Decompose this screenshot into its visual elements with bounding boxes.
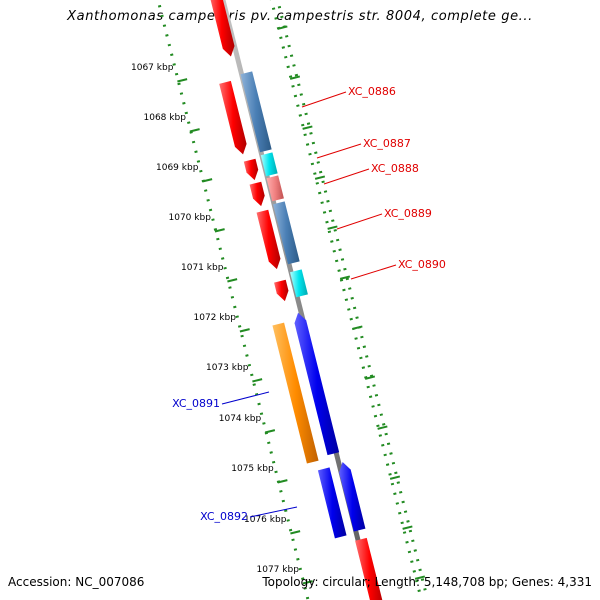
tick-label: 1069 kbp: [156, 163, 199, 173]
gene-label-xc-0887[interactable]: XC_0887: [363, 137, 411, 150]
feature-red[interactable]: [249, 181, 265, 207]
feature-xc-0888[interactable]: [266, 175, 284, 202]
tick-mark: [290, 530, 301, 535]
label-leader-line: [323, 168, 370, 185]
gene-labels: XC_0886 XC_0887 XC_0888 XC_0889 XC_0890 XC_08…: [172, 85, 446, 523]
feature-red[interactable]: [256, 209, 281, 270]
feature-red[interactable]: [274, 279, 289, 302]
feature-red[interactable]: [243, 158, 259, 181]
label-leader-line: [249, 506, 298, 518]
gene-label-xc-0892[interactable]: XC_0892: [200, 510, 248, 523]
tick-label: 1070 kbp: [169, 213, 212, 223]
accession-label: Accession: NC_007086: [8, 575, 145, 589]
outer-tick-mark: [414, 575, 426, 580]
feature-red[interactable]: [219, 80, 247, 155]
tick-mark: [177, 78, 188, 83]
feature-xc-0891[interactable]: [272, 322, 319, 464]
tick-mark: [252, 378, 263, 383]
tick-label: 1074 kbp: [219, 414, 262, 424]
outer-tick-mark: [302, 125, 313, 130]
feature-red[interactable]: [355, 537, 384, 600]
outer-tick-mark: [377, 425, 388, 430]
gene-label-xc-0891[interactable]: XC_0891: [172, 397, 220, 410]
gene-label-xc-0889[interactable]: XC_0889: [384, 207, 432, 220]
tick-mark: [227, 278, 238, 283]
kbp-ticks: 1067 kbp 1068 kbp 1069 kbp 1070 kbp 1071 kbp…: [131, 25, 426, 585]
label-leader-line: [221, 391, 270, 405]
feature-xc-0887[interactable]: [260, 152, 278, 177]
tick-mark: [277, 479, 288, 484]
tick-mark: [189, 128, 200, 133]
gene-label-xc-0888[interactable]: XC_0888: [371, 162, 419, 175]
feature-xc-0886[interactable]: [240, 71, 272, 153]
genome-summary: Topology: circular; Length: 5,148,708 bp…: [262, 575, 592, 589]
label-leader-line: [316, 143, 362, 159]
label-leader-line: [301, 91, 347, 108]
outer-tick-mark: [389, 475, 401, 480]
tick-label: 1075 kbp: [231, 464, 274, 474]
tick-mark: [239, 328, 250, 333]
outer-tick-mark: [352, 325, 363, 330]
tick-label: 1067 kbp: [131, 63, 174, 73]
feature-red[interactable]: [209, 0, 235, 57]
outer-tick-mark: [314, 175, 326, 180]
gene-label-xc-0886[interactable]: XC_0886: [348, 85, 396, 98]
tick-mark: [202, 178, 213, 183]
map-title: Xanthomonas campestris pv. campestris st…: [67, 9, 533, 24]
tick-mark: [214, 228, 225, 233]
feature-xc-0890[interactable]: [290, 269, 308, 298]
tick-mark: [302, 580, 313, 585]
gene-label-xc-0890[interactable]: XC_0890: [398, 258, 446, 271]
feature-xc-0892[interactable]: [317, 467, 347, 539]
gene-features: [209, 0, 384, 600]
tick-label: 1071 kbp: [181, 263, 224, 273]
tick-label: 1072 kbp: [194, 313, 237, 323]
tick-label: 1068 kbp: [144, 113, 187, 123]
outer-tick-mark: [327, 225, 338, 230]
outer-tick-mark: [339, 275, 351, 280]
tick-label: 1076 kbp: [244, 515, 287, 525]
outer-tick-mark: [277, 25, 288, 30]
feature-blue[interactable]: [339, 462, 366, 532]
tick-mark: [264, 429, 276, 434]
outer-tick-mark: [364, 375, 376, 380]
label-leader-line: [350, 264, 397, 280]
tick-label: 1073 kbp: [206, 363, 249, 373]
feature-xc-0889[interactable]: [273, 201, 300, 265]
outer-tick-mark: [289, 75, 301, 80]
outer-tick-mark: [402, 525, 413, 530]
label-leader-line: [336, 213, 383, 230]
feature-blue[interactable]: [294, 312, 340, 456]
tick-label: 1077 kbp: [257, 565, 300, 575]
